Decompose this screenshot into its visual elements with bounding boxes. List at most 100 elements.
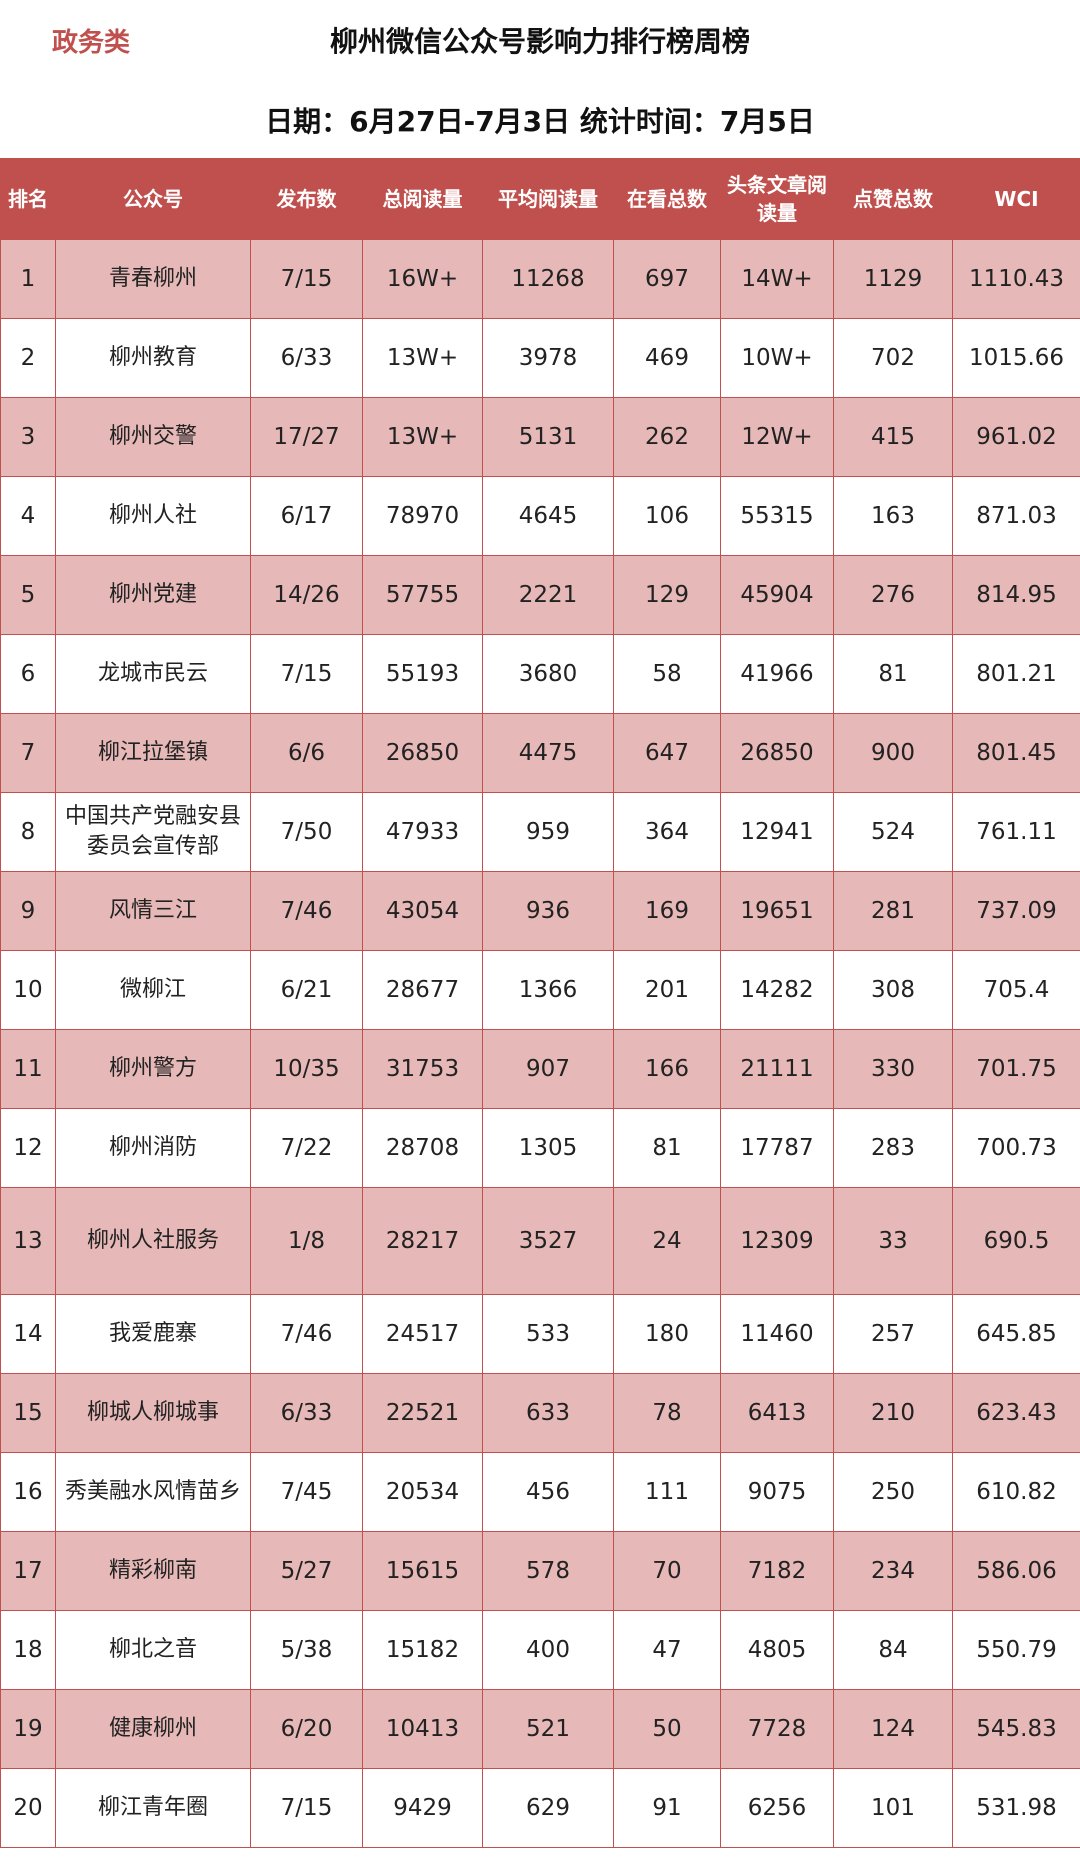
cell-likes: 900 bbox=[833, 713, 953, 793]
cell-avg-reads: 456 bbox=[482, 1452, 614, 1532]
cell-avg-reads: 2221 bbox=[482, 555, 614, 635]
cell-posts: 7/46 bbox=[250, 1294, 363, 1374]
cell-looking: 78 bbox=[613, 1373, 721, 1453]
cell-account: 青春柳州 bbox=[55, 239, 251, 319]
cell-likes: 163 bbox=[833, 476, 953, 556]
cell-looking: 469 bbox=[613, 318, 721, 398]
cell-headline-reads: 14282 bbox=[720, 950, 834, 1030]
cell-looking: 169 bbox=[613, 871, 721, 951]
cell-wci: 801.21 bbox=[952, 634, 1080, 714]
cell-likes: 276 bbox=[833, 555, 953, 635]
cell-total-reads: 78970 bbox=[362, 476, 483, 556]
page-title: 柳州微信公众号影响力排行榜周榜 bbox=[329, 25, 750, 58]
cell-total-reads: 13W+ bbox=[362, 397, 483, 477]
cell-wci: 1110.43 bbox=[952, 239, 1080, 319]
cell-posts: 6/33 bbox=[250, 318, 363, 398]
cell-likes: 101 bbox=[833, 1768, 953, 1848]
cell-avg-reads: 578 bbox=[482, 1531, 614, 1611]
cell-rank: 12 bbox=[0, 1108, 56, 1188]
cell-rank: 18 bbox=[0, 1610, 56, 1690]
cell-headline-reads: 9075 bbox=[720, 1452, 834, 1532]
cell-wci: 545.83 bbox=[952, 1689, 1080, 1769]
cell-posts: 6/21 bbox=[250, 950, 363, 1030]
cell-avg-reads: 3978 bbox=[482, 318, 614, 398]
cell-looking: 262 bbox=[613, 397, 721, 477]
cell-rank: 7 bbox=[0, 713, 56, 793]
cell-headline-reads: 12W+ bbox=[720, 397, 834, 477]
cell-posts: 5/38 bbox=[250, 1610, 363, 1690]
cell-wci: 801.45 bbox=[952, 713, 1080, 793]
cell-likes: 283 bbox=[833, 1108, 953, 1188]
cell-looking: 24 bbox=[613, 1187, 721, 1295]
cell-posts: 7/50 bbox=[250, 792, 363, 872]
table-row: 6 龙城市民云 7/15 55193 3680 58 41966 81 801.21 bbox=[0, 634, 1080, 714]
cell-total-reads: 10413 bbox=[362, 1689, 483, 1769]
table-row: 16 秀美融水风情苗乡 7/45 20534 456 111 9075 250 610.82 bbox=[0, 1452, 1080, 1532]
cell-looking: 201 bbox=[613, 950, 721, 1030]
cell-posts: 5/27 bbox=[250, 1531, 363, 1611]
cell-rank: 17 bbox=[0, 1531, 56, 1611]
cell-looking: 129 bbox=[613, 555, 721, 635]
cell-posts: 7/45 bbox=[250, 1452, 363, 1532]
cell-headline-reads: 19651 bbox=[720, 871, 834, 951]
cell-account: 柳城人柳城事 bbox=[55, 1373, 251, 1453]
cell-total-reads: 15182 bbox=[362, 1610, 483, 1690]
cell-avg-reads: 400 bbox=[482, 1610, 614, 1690]
cell-wci: 610.82 bbox=[952, 1452, 1080, 1532]
cell-looking: 58 bbox=[613, 634, 721, 714]
cell-account: 我爱鹿寨 bbox=[55, 1294, 251, 1374]
cell-total-reads: 43054 bbox=[362, 871, 483, 951]
cell-wci: 550.79 bbox=[952, 1610, 1080, 1690]
cell-avg-reads: 959 bbox=[482, 792, 614, 872]
cell-likes: 33 bbox=[833, 1187, 953, 1295]
cell-posts: 10/35 bbox=[250, 1029, 363, 1109]
cell-headline-reads: 45904 bbox=[720, 555, 834, 635]
cell-avg-reads: 1366 bbox=[482, 950, 614, 1030]
cell-rank: 10 bbox=[0, 950, 56, 1030]
cell-account: 秀美融水风情苗乡 bbox=[55, 1452, 251, 1532]
cell-avg-reads: 11268 bbox=[482, 239, 614, 319]
column-header-looking: 在看总数 bbox=[613, 158, 721, 240]
cell-posts: 7/15 bbox=[250, 1768, 363, 1848]
cell-likes: 257 bbox=[833, 1294, 953, 1374]
cell-likes: 524 bbox=[833, 792, 953, 872]
cell-looking: 47 bbox=[613, 1610, 721, 1690]
cell-account: 微柳江 bbox=[55, 950, 251, 1030]
cell-likes: 124 bbox=[833, 1689, 953, 1769]
cell-total-reads: 31753 bbox=[362, 1029, 483, 1109]
cell-looking: 50 bbox=[613, 1689, 721, 1769]
cell-likes: 308 bbox=[833, 950, 953, 1030]
table-row: 2 柳州教育 6/33 13W+ 3978 469 10W+ 702 1015.66 bbox=[0, 318, 1080, 398]
column-header-headline-reads: 头条文章阅读量 bbox=[720, 158, 834, 240]
column-header-account: 公众号 bbox=[55, 158, 251, 240]
cell-rank: 16 bbox=[0, 1452, 56, 1532]
cell-total-reads: 28677 bbox=[362, 950, 483, 1030]
cell-likes: 281 bbox=[833, 871, 953, 951]
cell-looking: 647 bbox=[613, 713, 721, 793]
cell-avg-reads: 3680 bbox=[482, 634, 614, 714]
cell-likes: 81 bbox=[833, 634, 953, 714]
table-row: 10 微柳江 6/21 28677 1366 201 14282 308 705.4 bbox=[0, 950, 1080, 1030]
cell-rank: 4 bbox=[0, 476, 56, 556]
cell-wci: 623.43 bbox=[952, 1373, 1080, 1453]
table-row: 17 精彩柳南 5/27 15615 578 70 7182 234 586.06 bbox=[0, 1531, 1080, 1611]
cell-account: 柳州教育 bbox=[55, 318, 251, 398]
table-row: 1 青春柳州 7/15 16W+ 11268 697 14W+ 1129 1110.43 bbox=[0, 239, 1080, 319]
cell-wci: 690.5 bbox=[952, 1187, 1080, 1295]
cell-looking: 364 bbox=[613, 792, 721, 872]
cell-avg-reads: 4475 bbox=[482, 713, 614, 793]
cell-headline-reads: 41966 bbox=[720, 634, 834, 714]
cell-avg-reads: 533 bbox=[482, 1294, 614, 1374]
cell-headline-reads: 17787 bbox=[720, 1108, 834, 1188]
cell-rank: 6 bbox=[0, 634, 56, 714]
cell-avg-reads: 1305 bbox=[482, 1108, 614, 1188]
table-row: 3 柳州交警 17/27 13W+ 5131 262 12W+ 415 961.02 bbox=[0, 397, 1080, 477]
cell-avg-reads: 936 bbox=[482, 871, 614, 951]
cell-account: 柳州党建 bbox=[55, 555, 251, 635]
cell-wci: 737.09 bbox=[952, 871, 1080, 951]
cell-account: 柳北之音 bbox=[55, 1610, 251, 1690]
cell-rank: 1 bbox=[0, 239, 56, 319]
cell-avg-reads: 907 bbox=[482, 1029, 614, 1109]
cell-headline-reads: 21111 bbox=[720, 1029, 834, 1109]
cell-likes: 234 bbox=[833, 1531, 953, 1611]
